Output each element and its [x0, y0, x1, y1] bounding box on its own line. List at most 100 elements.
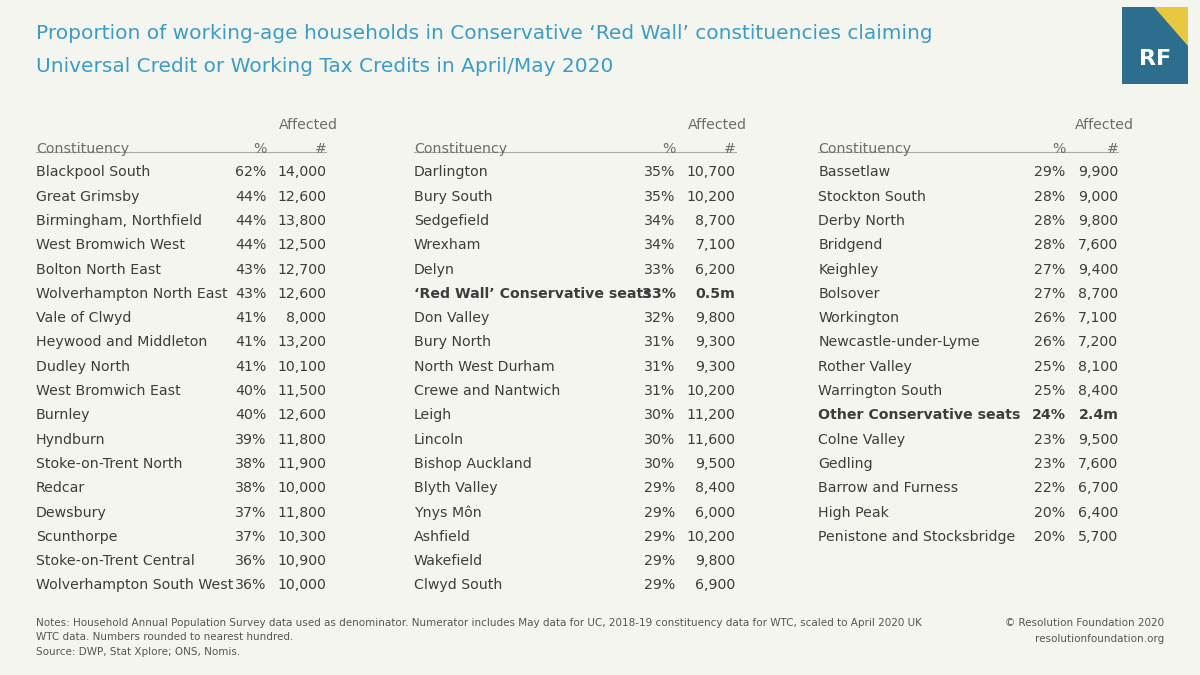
- Text: Delyn: Delyn: [414, 263, 455, 277]
- Text: Bassetlaw: Bassetlaw: [818, 165, 890, 180]
- Text: Sedgefield: Sedgefield: [414, 214, 490, 228]
- Text: 36%: 36%: [235, 578, 266, 593]
- Text: 9,500: 9,500: [1078, 433, 1118, 447]
- Text: Leigh: Leigh: [414, 408, 452, 423]
- Text: 29%: 29%: [644, 506, 676, 520]
- Text: Other Conservative seats: Other Conservative seats: [818, 408, 1021, 423]
- Text: 8,400: 8,400: [696, 481, 736, 495]
- Text: 27%: 27%: [1034, 287, 1066, 301]
- Text: Wolverhampton South West: Wolverhampton South West: [36, 578, 233, 593]
- Text: Burnley: Burnley: [36, 408, 90, 423]
- Text: Stockton South: Stockton South: [818, 190, 926, 204]
- Text: 11,900: 11,900: [277, 457, 326, 471]
- Text: 6,000: 6,000: [696, 506, 736, 520]
- Text: Affected: Affected: [278, 118, 338, 132]
- Text: Bolton North East: Bolton North East: [36, 263, 161, 277]
- Text: 7,100: 7,100: [1079, 311, 1118, 325]
- Text: 34%: 34%: [644, 238, 676, 252]
- Text: 29%: 29%: [644, 481, 676, 495]
- Text: Bury North: Bury North: [414, 335, 491, 350]
- Text: Proportion of working-age households in Conservative ‘Red Wall’ constituencies c: Proportion of working-age households in …: [36, 24, 932, 43]
- Text: Stoke-on-Trent Central: Stoke-on-Trent Central: [36, 554, 194, 568]
- Text: Constituency: Constituency: [36, 142, 130, 156]
- Text: Clwyd South: Clwyd South: [414, 578, 503, 593]
- Text: Vale of Clwyd: Vale of Clwyd: [36, 311, 131, 325]
- Text: Constituency: Constituency: [818, 142, 912, 156]
- Point: [407, 148, 421, 156]
- Text: 9,500: 9,500: [695, 457, 736, 471]
- Text: 10,200: 10,200: [686, 384, 736, 398]
- Text: 10,000: 10,000: [277, 578, 326, 593]
- Text: 8,100: 8,100: [1079, 360, 1118, 374]
- FancyBboxPatch shape: [1122, 7, 1188, 84]
- Text: 9,400: 9,400: [1078, 263, 1118, 277]
- Text: West Bromwich West: West Bromwich West: [36, 238, 185, 252]
- Text: Affected: Affected: [1074, 118, 1134, 132]
- Text: 6,900: 6,900: [695, 578, 736, 593]
- Text: RF: RF: [1139, 49, 1171, 69]
- Polygon shape: [1153, 7, 1188, 46]
- Text: 41%: 41%: [235, 335, 266, 350]
- Text: 6,700: 6,700: [1078, 481, 1118, 495]
- Text: 9,300: 9,300: [695, 360, 736, 374]
- Text: 26%: 26%: [1034, 311, 1066, 325]
- Text: 39%: 39%: [235, 433, 266, 447]
- Text: 26%: 26%: [1034, 335, 1066, 350]
- Text: 31%: 31%: [644, 335, 676, 350]
- Text: 12,600: 12,600: [277, 287, 326, 301]
- Text: Keighley: Keighley: [818, 263, 878, 277]
- Text: 6,400: 6,400: [1078, 506, 1118, 520]
- Text: %: %: [253, 142, 266, 156]
- Text: 38%: 38%: [235, 457, 266, 471]
- Text: Heywood and Middleton: Heywood and Middleton: [36, 335, 208, 350]
- Text: Blyth Valley: Blyth Valley: [414, 481, 498, 495]
- Text: Affected: Affected: [688, 118, 748, 132]
- Text: 28%: 28%: [1034, 214, 1066, 228]
- Text: Blackpool South: Blackpool South: [36, 165, 150, 180]
- Text: Wakefield: Wakefield: [414, 554, 484, 568]
- Text: 12,600: 12,600: [277, 190, 326, 204]
- Text: 2.4m: 2.4m: [1079, 408, 1118, 423]
- Text: 10,200: 10,200: [686, 530, 736, 544]
- Text: 38%: 38%: [235, 481, 266, 495]
- Text: 29%: 29%: [644, 554, 676, 568]
- Text: 34%: 34%: [644, 214, 676, 228]
- Text: 32%: 32%: [644, 311, 676, 325]
- Text: #: #: [314, 142, 326, 156]
- Text: Bishop Auckland: Bishop Auckland: [414, 457, 532, 471]
- Text: 31%: 31%: [644, 384, 676, 398]
- Text: 7,600: 7,600: [1078, 238, 1118, 252]
- Text: Warrington South: Warrington South: [818, 384, 943, 398]
- Text: Workington: Workington: [818, 311, 900, 325]
- Text: Bolsover: Bolsover: [818, 287, 880, 301]
- Text: Crewe and Nantwich: Crewe and Nantwich: [414, 384, 560, 398]
- Text: Bury South: Bury South: [414, 190, 493, 204]
- Text: Stoke-on-Trent North: Stoke-on-Trent North: [36, 457, 182, 471]
- Text: Lincoln: Lincoln: [414, 433, 464, 447]
- Text: 36%: 36%: [235, 554, 266, 568]
- Text: 6,200: 6,200: [696, 263, 736, 277]
- Text: ‘Red Wall’ Conservative seats: ‘Red Wall’ Conservative seats: [414, 287, 652, 301]
- Text: Hyndburn: Hyndburn: [36, 433, 106, 447]
- Text: High Peak: High Peak: [818, 506, 889, 520]
- Text: 9,300: 9,300: [695, 335, 736, 350]
- Text: 11,800: 11,800: [277, 506, 326, 520]
- Text: 11,800: 11,800: [277, 433, 326, 447]
- Text: 25%: 25%: [1034, 360, 1066, 374]
- Text: Colne Valley: Colne Valley: [818, 433, 906, 447]
- Text: 5,700: 5,700: [1078, 530, 1118, 544]
- Text: 23%: 23%: [1034, 433, 1066, 447]
- Text: 11,500: 11,500: [277, 384, 326, 398]
- Text: #: #: [1106, 142, 1118, 156]
- Text: 44%: 44%: [235, 214, 266, 228]
- Text: Universal Credit or Working Tax Credits in April/May 2020: Universal Credit or Working Tax Credits …: [36, 57, 613, 76]
- Text: 41%: 41%: [235, 311, 266, 325]
- Text: Birmingham, Northfield: Birmingham, Northfield: [36, 214, 202, 228]
- Text: Darlington: Darlington: [414, 165, 488, 180]
- Text: 25%: 25%: [1034, 384, 1066, 398]
- Text: 0.5m: 0.5m: [696, 287, 736, 301]
- Text: 30%: 30%: [644, 457, 676, 471]
- Point: [319, 148, 334, 156]
- Text: 27%: 27%: [1034, 263, 1066, 277]
- Text: 13,200: 13,200: [277, 335, 326, 350]
